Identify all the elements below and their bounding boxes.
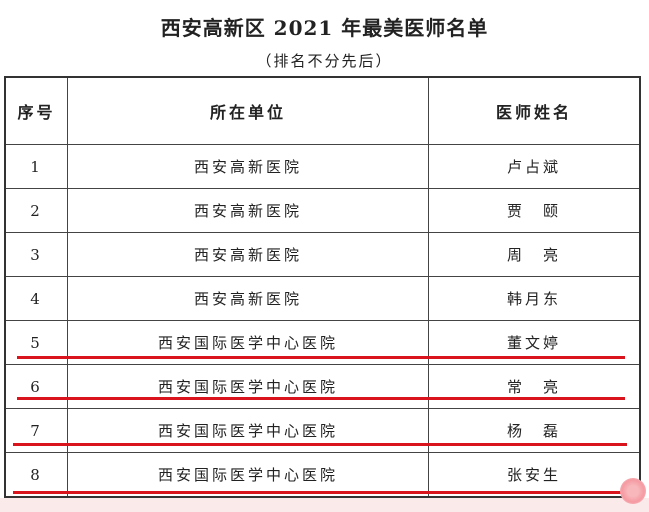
cell-name: 卢占斌 (428, 144, 641, 189)
header-unit: 所在单位 (67, 76, 429, 145)
header-index: 序号 (4, 76, 68, 145)
table-row: 1 西安高新医院 卢占斌 (4, 144, 641, 189)
cell-index: 4 (4, 276, 68, 321)
table-header-row: 序号 所在单位 医师姓名 (4, 76, 641, 145)
cell-unit: 西安高新医院 (67, 276, 429, 321)
cell-name: 韩月东 (428, 276, 641, 321)
cell-index: 2 (4, 188, 68, 233)
flower-decoration-icon (620, 478, 646, 504)
cell-name: 张安生 (428, 452, 641, 498)
cell-unit: 西安高新医院 (67, 188, 429, 233)
cell-name: 周 亮 (428, 232, 641, 277)
cell-name: 常 亮 (428, 364, 641, 409)
cell-index: 3 (4, 232, 68, 277)
cell-unit: 西安高新医院 (67, 144, 429, 189)
cell-unit: 西安国际医学中心医院 (67, 452, 429, 498)
red-underline (13, 443, 627, 446)
cell-index: 1 (4, 144, 68, 189)
cell-name: 贾 颐 (428, 188, 641, 233)
doctor-list-table: 序号 所在单位 医师姓名 1 西安高新医院 卢占斌 2 西安高新医院贾 颐 3 西安高新… (4, 76, 641, 498)
cell-index: 8 (4, 452, 68, 498)
document-title: 西安高新区 2021 年最美医师名单 (160, 16, 489, 40)
table-row: 8 西安国际医学中心医院 张安生 (4, 452, 641, 498)
red-underline (13, 491, 627, 494)
cell-index: 6 (4, 364, 68, 409)
table-row: 2 西安高新医院贾 颐 (4, 188, 641, 233)
table-row: 6 西安国际医学中心医院常 亮 (4, 364, 641, 409)
background-strip (0, 498, 649, 512)
table-row: 3 西安高新医院周 亮 (4, 232, 641, 277)
document-subtitle: （排名不分先后） (256, 52, 393, 70)
cell-unit: 西安国际医学中心医院 (67, 364, 429, 409)
red-underline (17, 397, 625, 400)
cell-unit: 西安高新医院 (67, 232, 429, 277)
table-row: 4 西安高新医院 韩月东 (4, 276, 641, 321)
header-name: 医师姓名 (428, 76, 641, 145)
red-underline (17, 356, 625, 359)
